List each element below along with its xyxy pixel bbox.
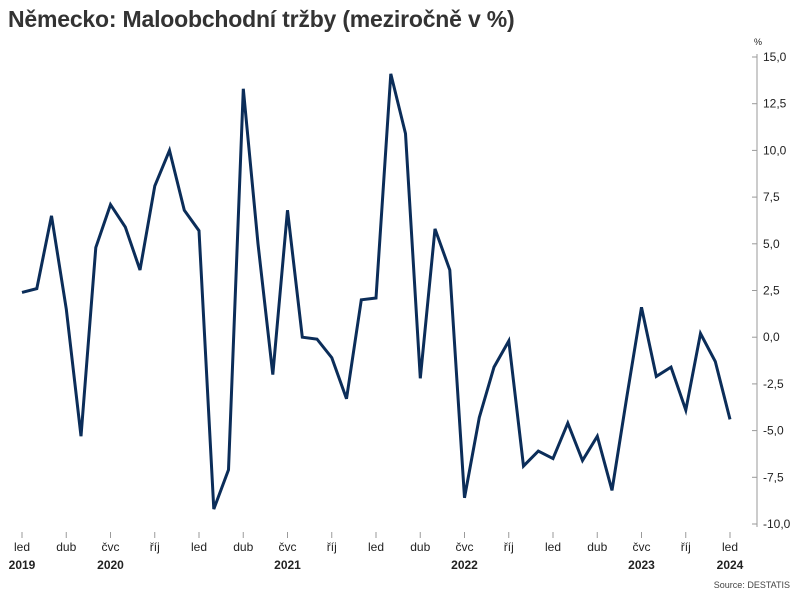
y-tick-label: 5,0: [763, 237, 780, 251]
x-year-label: 2020: [97, 558, 124, 572]
y-tick-label: 12,5: [763, 97, 787, 111]
x-year-label: 2021: [274, 558, 301, 572]
x-tick-label: dub: [587, 540, 607, 554]
x-tick-label: led: [14, 540, 30, 554]
x-year-label: 2022: [451, 558, 478, 572]
x-tick-label: led: [722, 540, 738, 554]
y-unit-label: %: [754, 37, 762, 47]
y-tick-label: -2,5: [763, 377, 784, 391]
x-tick-label: led: [545, 540, 561, 554]
x-year-label: 2019: [9, 558, 36, 572]
x-tick-label: dub: [410, 540, 430, 554]
chart-title: Německo: Maloobchodní tržby (meziročně v…: [8, 6, 515, 32]
y-tick-label: -10,0: [763, 517, 791, 531]
x-tick-label: říj: [150, 540, 160, 554]
source-note: Source: DESTATIS: [713, 580, 790, 590]
x-tick-label: led: [368, 540, 384, 554]
series-line: [21, 73, 732, 510]
x-tick-label: čvc: [456, 540, 474, 554]
x-tick-label: říj: [681, 540, 691, 554]
y-tick-label: -7,5: [763, 470, 784, 484]
y-tick-label: 2,5: [763, 284, 780, 298]
y-tick-label: 0,0: [763, 330, 780, 344]
y-tick-label: 10,0: [763, 143, 787, 157]
x-tick-label: dub: [233, 540, 253, 554]
x-tick-label: říj: [504, 540, 514, 554]
y-tick-label: 15,0: [763, 50, 787, 64]
x-tick-label: dub: [56, 540, 76, 554]
x-year-label: 2024: [717, 558, 744, 572]
x-tick-label: říj: [327, 540, 337, 554]
y-tick-label: 7,5: [763, 190, 780, 204]
x-year-label: 2023: [628, 558, 655, 572]
x-tick-label: čvc: [279, 540, 297, 554]
x-tick-label: led: [191, 540, 207, 554]
x-tick-label: čvc: [102, 540, 120, 554]
y-tick-label: -5,0: [763, 424, 784, 438]
x-tick-label: čvc: [633, 540, 651, 554]
